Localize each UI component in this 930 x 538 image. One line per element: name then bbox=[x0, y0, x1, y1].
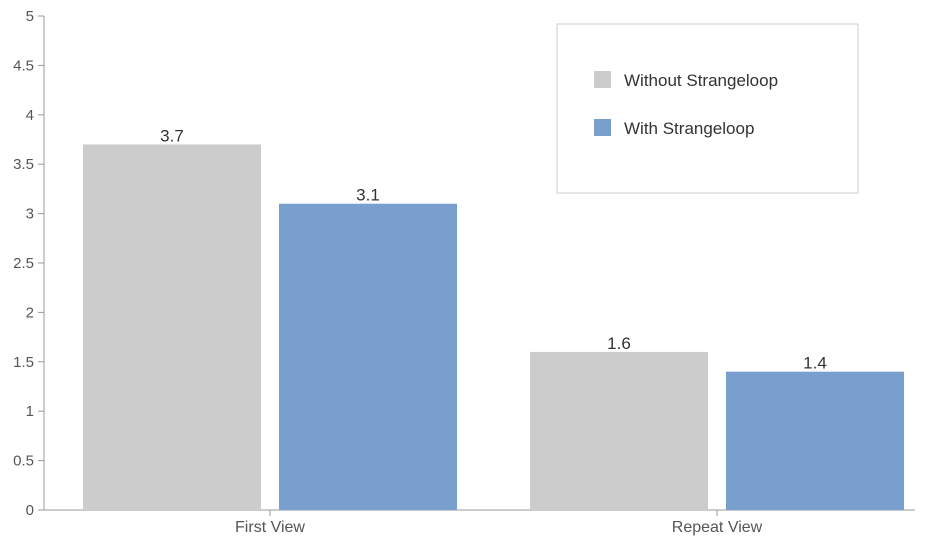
y-tick-label: 5 bbox=[26, 8, 34, 25]
y-tick-label: 0.5 bbox=[13, 453, 34, 470]
y-tick-label: 2.5 bbox=[13, 255, 34, 272]
axes: 0 0.5 1 1.5 2 2.5 3 3.5 4 4.5 5 First View Repeat Vi… bbox=[13, 8, 915, 536]
y-tick-label: 4.5 bbox=[13, 57, 34, 74]
data-labels: 3.7 3.1 1.6 1.4 bbox=[160, 126, 827, 372]
legend-box bbox=[556, 23, 859, 194]
y-tick-label: 1 bbox=[26, 403, 34, 420]
bar-value-label: 1.4 bbox=[803, 354, 827, 373]
bar-value-label: 3.7 bbox=[160, 126, 184, 145]
bar bbox=[530, 351, 708, 510]
bar-value-label: 3.1 bbox=[356, 186, 380, 205]
legend: Without Strangeloop With Strangeloop bbox=[556, 23, 859, 194]
bar bbox=[279, 203, 457, 510]
y-tick-label: 0 bbox=[26, 502, 34, 519]
bar-value-label: 1.6 bbox=[607, 334, 631, 353]
y-tick-label: 1.5 bbox=[13, 354, 34, 371]
y-tick-label: 2 bbox=[26, 304, 34, 321]
y-tick-label: 4 bbox=[26, 107, 34, 124]
legend-label: With Strangeloop bbox=[624, 119, 754, 138]
bars bbox=[83, 144, 904, 510]
legend-label: Without Strangeloop bbox=[624, 71, 778, 90]
y-tick-label: 3 bbox=[26, 206, 34, 223]
x-category-label: First View bbox=[235, 519, 305, 536]
legend-swatch bbox=[594, 119, 611, 136]
legend-swatch bbox=[594, 71, 611, 88]
bar bbox=[726, 371, 904, 510]
bar bbox=[83, 144, 261, 510]
x-category-label: Repeat View bbox=[672, 519, 763, 536]
y-tick-label: 3.5 bbox=[13, 156, 34, 173]
